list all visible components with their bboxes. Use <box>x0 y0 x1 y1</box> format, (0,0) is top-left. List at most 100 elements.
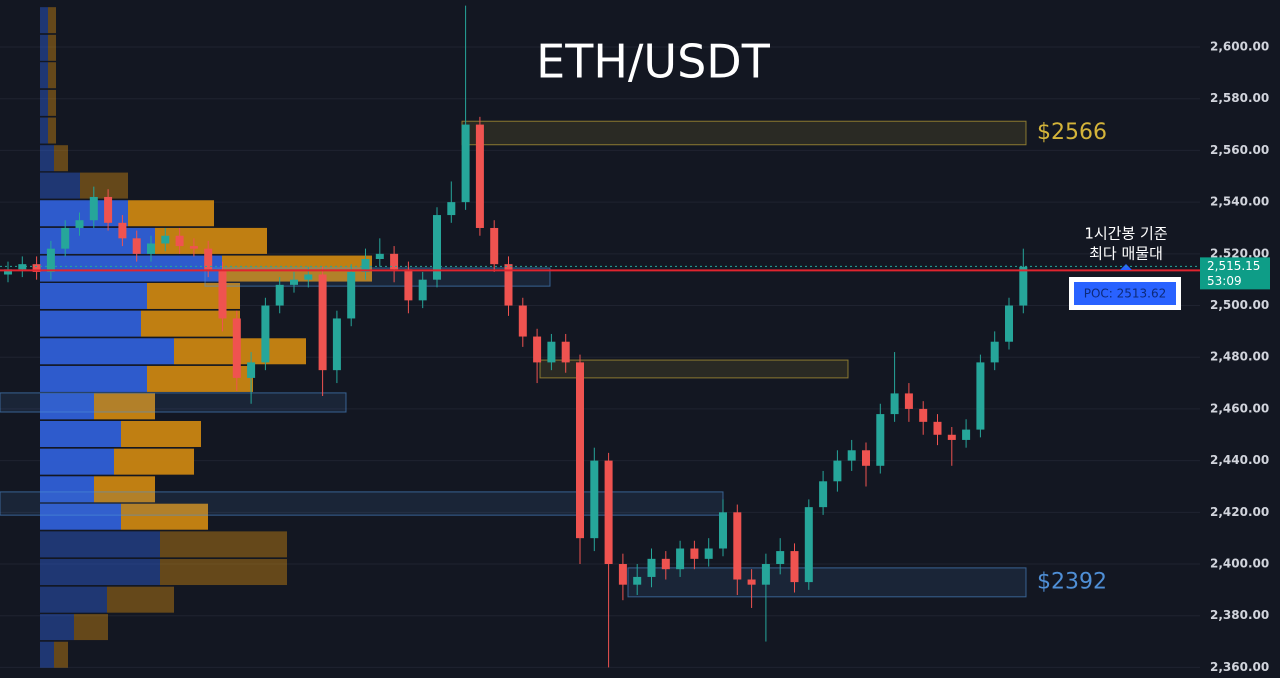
candle-body <box>132 238 141 254</box>
zone <box>0 392 347 413</box>
candle-body <box>418 279 427 301</box>
candle-body <box>318 274 327 371</box>
y-tick-label: 2,380.00 <box>1210 608 1269 622</box>
candle-body <box>461 124 470 203</box>
poc-pointer <box>1120 264 1132 270</box>
candle-body <box>118 222 127 239</box>
candle-body <box>633 576 642 585</box>
profile-buy <box>40 393 94 420</box>
profile-sell <box>80 172 128 199</box>
profile-sell <box>74 614 108 641</box>
candle-body <box>32 264 41 272</box>
candle-body <box>833 460 842 482</box>
candle-body <box>604 460 613 565</box>
profile-sell <box>94 476 155 503</box>
chart-title: ETH/USDT <box>536 35 771 89</box>
poc-box <box>1074 282 1176 305</box>
candle-body <box>4 269 12 275</box>
profile-sell <box>94 393 155 420</box>
candle-body <box>976 362 985 430</box>
candle-body <box>661 558 670 570</box>
profile-buy <box>40 476 94 503</box>
profile-buy <box>40 117 48 144</box>
y-tick-label: 2,360.00 <box>1210 660 1269 674</box>
y-tick-label: 2,480.00 <box>1210 350 1269 364</box>
candle-body <box>518 305 527 337</box>
profile-sell <box>54 145 68 172</box>
profile-buy <box>40 641 54 668</box>
candle-body <box>304 274 313 280</box>
candle-body <box>690 548 699 559</box>
candle-body <box>890 393 899 415</box>
candle-body <box>761 564 770 585</box>
candle-body <box>747 579 756 585</box>
candle-body <box>447 202 456 216</box>
candle-body <box>332 318 341 371</box>
candle-body <box>89 196 98 221</box>
profile-sell <box>114 448 194 475</box>
last-price-label: 2,515.15 <box>1207 259 1260 273</box>
profile-buy <box>40 34 48 61</box>
y-tick-label: 2,580.00 <box>1210 91 1269 105</box>
candle-body <box>218 269 227 319</box>
candle-body <box>561 341 570 363</box>
last-price-tag <box>1200 257 1270 290</box>
candle-body <box>275 284 284 306</box>
profile-buy <box>40 200 128 227</box>
poc-label: POC: 2513.62 <box>1084 287 1167 301</box>
candle-body <box>947 434 956 440</box>
price-axis <box>1200 0 1280 678</box>
profile-buy <box>40 172 80 199</box>
candle-body <box>290 279 298 285</box>
profile-buy <box>40 559 160 586</box>
profile-buy <box>40 531 160 558</box>
candle-body <box>804 507 813 583</box>
candle-body <box>433 215 441 280</box>
candle-body <box>776 551 785 565</box>
candle-body <box>819 481 828 508</box>
candle-body <box>261 305 270 363</box>
candle-body <box>175 235 184 247</box>
candle-body <box>676 548 685 570</box>
candle-body <box>61 227 70 249</box>
profile-buy <box>40 338 174 365</box>
countdown: 53:09 <box>1207 274 1242 288</box>
candle-body <box>576 362 584 539</box>
candle-body <box>1019 266 1028 306</box>
zone-label: $2566 <box>1037 120 1107 145</box>
candle-body <box>590 460 599 539</box>
y-tick-label: 2,600.00 <box>1210 40 1269 54</box>
candle-body <box>361 258 370 272</box>
candle-body <box>733 512 742 580</box>
profile-sell <box>48 34 56 61</box>
profile-sell <box>160 559 287 586</box>
candle-body <box>919 408 928 422</box>
candle-body <box>533 336 542 363</box>
candle-body <box>390 253 399 270</box>
candle-body <box>147 243 155 254</box>
candle-body <box>704 548 713 559</box>
candle-body <box>1005 305 1013 342</box>
profile-buy <box>40 365 147 392</box>
candle-body <box>904 393 913 409</box>
y-tick-label: 2,440.00 <box>1210 453 1269 467</box>
profile-buy <box>40 255 222 282</box>
candle-body <box>75 220 84 228</box>
profile-buy <box>40 62 48 89</box>
candle-body <box>490 227 499 265</box>
candle-body <box>876 414 885 466</box>
profile-buy <box>40 282 147 309</box>
candle-body <box>847 450 856 461</box>
profile-sell <box>48 62 56 89</box>
candle-body <box>375 253 384 259</box>
profile-buy <box>40 614 74 641</box>
candle-body <box>204 248 213 270</box>
candle-body <box>46 248 55 272</box>
profile-sell <box>54 641 68 668</box>
y-tick-label: 2,520.00 <box>1210 246 1269 260</box>
profile-buy <box>40 7 48 34</box>
zone-label: $2392 <box>1037 569 1107 594</box>
y-tick-label: 2,540.00 <box>1210 195 1269 209</box>
profile-buy <box>40 586 107 613</box>
profile-sell <box>48 117 56 144</box>
